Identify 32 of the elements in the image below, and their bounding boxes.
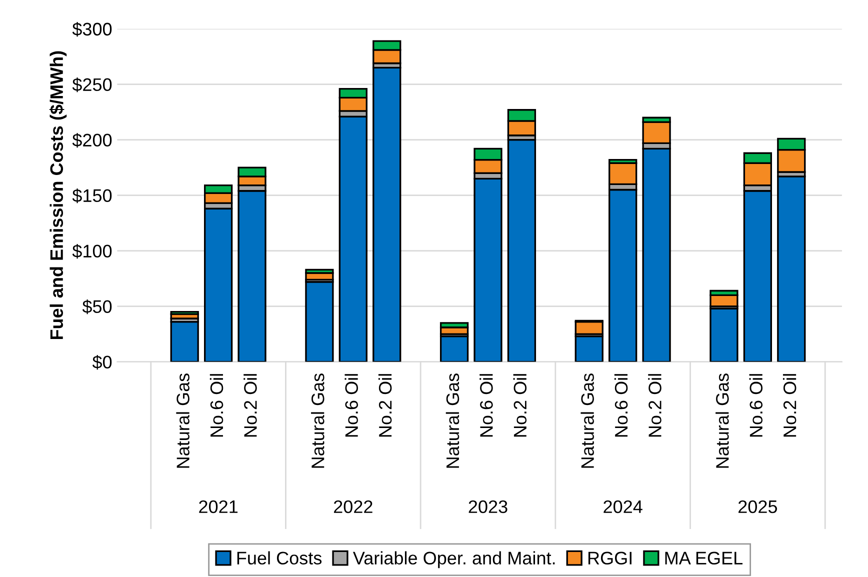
- x-tick-label: Natural Gas: [580, 374, 594, 468]
- y-tick-label: $150: [72, 188, 112, 204]
- x-tick-label: No.6 Oil: [749, 374, 763, 437]
- y-tick-label: $100: [72, 244, 112, 259]
- y-tick-label: $0: [92, 354, 112, 370]
- x-tick-label: No.6 Oil: [210, 374, 224, 437]
- y-axis-title: Fuel and Emission Costs ($/MWh): [49, 51, 67, 340]
- x-tick-label: Natural Gas: [311, 374, 324, 468]
- text: 2022: [334, 500, 372, 514]
- y-tick-label: $300: [72, 22, 112, 37]
- x-tick-label: No.6 Oil: [480, 374, 493, 437]
- text: 2023: [468, 500, 508, 514]
- legend-label: Variable Oper. and Maint.: [352, 551, 555, 568]
- text: 2025: [738, 500, 778, 514]
- x-tick-label: Natural Gas: [446, 374, 460, 468]
- text: 2024: [604, 500, 642, 514]
- y-tick-label: $250: [72, 78, 112, 92]
- x-tick-label: No.6 Oil: [344, 374, 358, 437]
- x-tick-label: No.2 Oil: [782, 374, 796, 437]
- text: 2021: [199, 500, 238, 514]
- y-tick-label: $200: [72, 133, 112, 148]
- x-tick-label: No.2 Oil: [513, 374, 527, 437]
- legend-label: MA EGEL: [665, 552, 742, 565]
- legend-label: Fuel Costs: [237, 551, 322, 565]
- x-tick-label: Natural Gas: [176, 374, 190, 468]
- x-tick-label: No.2 Oil: [378, 374, 392, 437]
- x-tick-label: No.6 Oil: [614, 374, 628, 437]
- legend-label: RGGI: [588, 552, 632, 565]
- x-tick-label: No.2 Oil: [244, 374, 257, 437]
- y-tick-label: $50: [82, 299, 112, 314]
- x-tick-label: Natural Gas: [716, 374, 729, 468]
- x-tick-label: No.2 Oil: [648, 374, 662, 437]
